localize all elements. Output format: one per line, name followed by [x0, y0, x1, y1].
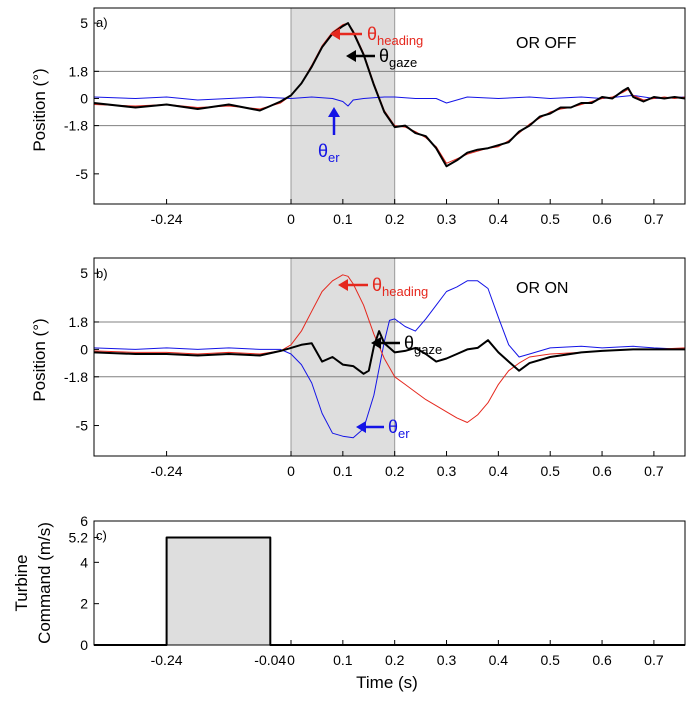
panel-a-ytick-label: 5	[80, 15, 88, 31]
panel-b-state-label: OR ON	[516, 280, 568, 297]
panel-c-ytick-label: 2	[80, 596, 88, 612]
panel-b-heading-arrowhead	[338, 279, 348, 291]
panel-b-xtick-label: 0.5	[540, 463, 560, 479]
panel-c-xlabel: Time (s)	[356, 673, 418, 692]
panel-b-ytick-label: -1.8	[64, 369, 88, 385]
panel-a-series-1	[93, 22, 686, 168]
panel-a-xtick-label: -0.24	[151, 211, 183, 227]
panel-b-er-annotation: θer	[356, 417, 410, 441]
panel-a-gaze-label: θgaze	[379, 46, 417, 70]
panel-b-xtick-label: 0.2	[385, 463, 405, 479]
panel-a-ylabel: Position (°)	[30, 68, 49, 151]
panel-c-xtick-label: 0.6	[592, 652, 612, 668]
panel-a-gaze-arrowhead	[346, 50, 356, 62]
panel-a: -0.24 0 0.1 0.2 0.3 0.4 0.5 0.6 0.7 51.80-1.8-5 …	[30, 7, 686, 227]
panel-c-xtick-label: 0	[287, 652, 295, 668]
panel-b-ytick-label: 5	[80, 265, 88, 281]
panel-c-yticks: 65.2 4 2 0	[69, 513, 99, 653]
panel-a-xtick-label: 0.7	[644, 211, 664, 227]
panel-a-xtick-label: 0.3	[437, 211, 457, 227]
panel-c-xtick-label: 0.3	[437, 652, 457, 668]
panel-a-xtick-label: 0	[287, 211, 295, 227]
panel-b-xtick-label: 0	[287, 463, 295, 479]
panel-c-ylabel-line-2: Command (m/s)	[35, 522, 54, 644]
panel-a-er-annotation: θer	[318, 107, 340, 165]
panel-c-ytick-label: 4	[80, 554, 88, 570]
panel-b-label: b)	[96, 266, 108, 281]
panel-c-xtick-label: 0.2	[385, 652, 405, 668]
panel-b-frame	[93, 257, 686, 457]
panel-a-xticks: -0.24 0 0.1 0.2 0.3 0.4 0.5 0.6 0.7	[151, 199, 664, 227]
panel-b-yticks: 5 1.8 0 -1.8 -5	[64, 265, 99, 434]
panel-c-shade	[166, 537, 271, 645]
panel-b-xtick-label: 0.3	[437, 463, 457, 479]
panel-b-gaze-annotation: θgaze	[371, 333, 442, 357]
panel-c-ytick-label: 6	[80, 513, 88, 529]
panel-b-er-label: θer	[388, 417, 410, 441]
panel-b-heading-label: θheading	[372, 275, 428, 299]
panel-b-ytick-label: -5	[76, 418, 89, 434]
panel-b-xtick-label: -0.24	[151, 463, 183, 479]
panel-a-xtick-label: 0.1	[333, 211, 353, 227]
panel-c-xtick-label: 0.7	[644, 652, 664, 668]
panel-b-xtick-label: 0.1	[333, 463, 353, 479]
panel-b: -0.24 0 0.1 0.2 0.3 0.4 0.5 0.6 0.7 51.80-1.8-5 …	[30, 257, 686, 479]
panel-a-ytick-label: -5	[76, 166, 89, 182]
panel-a-gaze-annotation: θgaze	[346, 46, 417, 70]
panel-a-ytick-label: 1.8	[69, 63, 89, 79]
panel-a-heading-label: θheading	[367, 24, 423, 48]
panel-c-xtick-label: -0.04	[254, 652, 286, 668]
panel-b-xticks: -0.24 0 0.1 0.2 0.3 0.4 0.5 0.6 0.7	[151, 451, 664, 479]
panel-b-xtick-label: 0.6	[592, 463, 612, 479]
panel-b-xtick-label: 0.7	[644, 463, 664, 479]
panel-a-xtick-label: 0.2	[385, 211, 405, 227]
panel-c-label: c)	[96, 528, 107, 543]
panel-c: -0.24 -0.04 0 0.1 0.2 0.3 0.4 0.5 0.6 0.7 65.2420…	[12, 513, 686, 692]
panel-b-shade	[290, 257, 396, 457]
panel-b-ytick-label: 1.8	[69, 314, 89, 330]
panel-a-shade	[290, 7, 396, 205]
panel-c-ytick-label: 5.2	[69, 530, 89, 546]
panel-b-series-1	[93, 330, 685, 375]
panel-b-er-arrowhead	[356, 421, 366, 433]
panel-a-state-label: OR OFF	[516, 35, 577, 52]
panel-c-ytick-label: 0	[80, 637, 88, 653]
panel-c-xtick-label: 0.1	[333, 652, 353, 668]
panel-a-heading-annotation: θheading	[330, 24, 423, 48]
panel-a-series-2	[93, 94, 686, 107]
panel-c-xtick-label: -0.24	[151, 652, 183, 668]
panel-b-gaze-label: θgaze	[404, 333, 442, 357]
panel-c-frame	[93, 520, 686, 646]
panel-b-series-layer	[93, 274, 686, 439]
panel-a-xtick-label: 0.4	[489, 211, 509, 227]
panel-a-er-label: θer	[318, 141, 340, 165]
panel-a-series-layer	[93, 22, 686, 168]
panel-a-ytick-label: 0	[80, 90, 88, 106]
panel-a-er-arrowhead	[328, 107, 340, 117]
panel-a-yticks: 5 1.8 0 -1.8 -5	[64, 15, 99, 182]
panel-c-xtick-label: 0.5	[540, 652, 560, 668]
panel-a-label: a)	[96, 15, 108, 30]
panel-b-xtick-label: 0.4	[489, 463, 509, 479]
panel-b-ytick-label: 0	[80, 341, 88, 357]
panel-c-ylabel-line-1: Turbine	[12, 554, 31, 611]
panel-c-xticks: -0.24 -0.04 0 0.1 0.2 0.3 0.4 0.5 0.6 0.7	[151, 640, 664, 668]
panel-b-gaze-arrowhead	[371, 337, 381, 349]
panel-a-frame	[93, 7, 686, 205]
panel-c-xtick-label: 0.4	[489, 652, 509, 668]
panel-a-xtick-label: 0.5	[540, 211, 560, 227]
panel-b-heading-annotation: θheading	[338, 275, 428, 299]
panel-a-heading-arrowhead	[330, 28, 340, 40]
panel-a-xtick-label: 0.6	[592, 211, 612, 227]
panel-a-ytick-label: -1.8	[64, 118, 88, 134]
panel-b-ylabel: Position (°)	[30, 318, 49, 401]
